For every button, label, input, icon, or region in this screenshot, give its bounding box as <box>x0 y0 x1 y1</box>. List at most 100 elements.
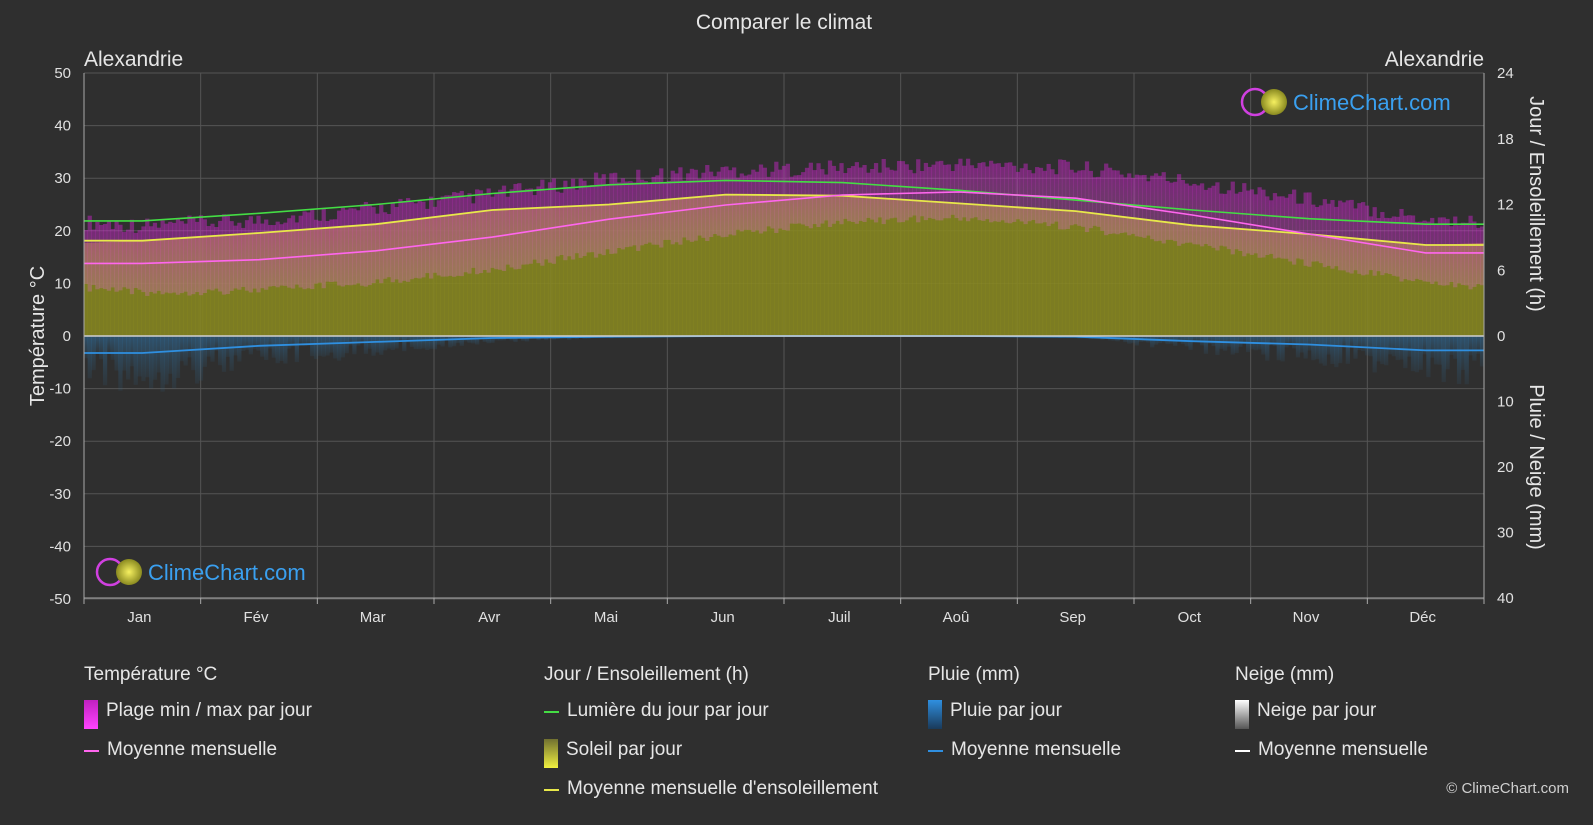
temp-range-bar <box>854 162 859 224</box>
temp-range-bar <box>405 198 411 282</box>
sunshine-bar <box>670 199 675 336</box>
y-tick-left: -20 <box>49 433 71 450</box>
sunshine-bar <box>1456 243 1462 336</box>
rain-bar <box>175 336 181 378</box>
watermark-text: ClimeChart.com <box>1293 90 1451 115</box>
sunshine-mean-line <box>84 193 1484 246</box>
rain-bar <box>452 336 457 347</box>
temp-range-bar <box>524 188 530 265</box>
sunshine-bar <box>1403 242 1408 336</box>
rain-bar <box>429 336 434 349</box>
temp-range-bar <box>578 178 583 258</box>
sunshine-bar <box>1054 209 1059 336</box>
sunshine-bar <box>1384 241 1389 336</box>
rain-bar <box>241 336 246 351</box>
legend-group-temperature: Température °C Plage min / max par jour … <box>84 664 312 778</box>
sunshine-bar <box>881 198 886 336</box>
rain-bar <box>141 336 146 382</box>
sunshine-bar <box>989 205 994 336</box>
temp-range-bar <box>670 170 675 245</box>
sunshine-bar <box>1207 226 1212 336</box>
sunshine-bar <box>743 194 748 336</box>
sunshine-bar <box>693 197 698 336</box>
sunshine-bar <box>1476 243 1481 336</box>
temp-range-bar <box>1391 216 1396 276</box>
sunshine-bar <box>724 194 729 336</box>
temp-range-bar <box>996 163 1001 222</box>
temp-range-bar <box>359 204 365 286</box>
rain-bar <box>302 336 307 347</box>
sunshine-bar <box>1303 233 1308 336</box>
temp-range-bar <box>628 181 633 247</box>
temp-range-bar <box>954 164 959 219</box>
temp-range-bar <box>697 178 702 236</box>
sunshine-bar <box>774 195 779 336</box>
sunshine-bar <box>528 208 533 336</box>
rain-bar <box>95 336 100 354</box>
temp-range-bar <box>1476 227 1481 285</box>
rain-bar <box>218 336 223 366</box>
temp-range-bar <box>551 178 556 264</box>
rain-bar <box>152 336 158 380</box>
temp-range-bar <box>198 215 204 296</box>
temp-range-bar <box>237 222 242 290</box>
temp-range-bar <box>448 195 453 276</box>
sunshine-bar <box>551 207 556 336</box>
temp-range-bar <box>421 201 426 278</box>
temp-range-bar <box>375 213 380 280</box>
temp-range-bar <box>1445 218 1450 286</box>
rain-bar <box>1272 336 1278 347</box>
temp-range-bar <box>206 226 211 290</box>
temp-range-bar <box>172 222 177 293</box>
temp-range-bar <box>494 192 499 270</box>
temp-range-bar <box>1410 215 1416 282</box>
sunshine-bar <box>1376 240 1381 336</box>
temp-range-bar <box>636 169 641 251</box>
legend-label: Pluie par jour <box>950 700 1062 721</box>
rain-bar <box>1338 336 1343 364</box>
rain-bar <box>1391 336 1396 357</box>
sunshine-bar <box>682 198 687 336</box>
temp-range-bar <box>1326 203 1331 266</box>
rain-bar <box>352 336 357 355</box>
temp-range-swatch <box>84 700 98 729</box>
rain-bar <box>1127 336 1132 344</box>
temp-range-bar <box>429 196 434 279</box>
sunshine-bar <box>747 194 752 336</box>
sunshine-bar <box>958 203 963 336</box>
sunshine-bar <box>1414 244 1419 336</box>
sunshine-bar <box>567 206 572 336</box>
sunshine-bar <box>1031 208 1036 336</box>
x-tick-label: Mar <box>360 609 386 626</box>
sunshine-bar <box>1318 235 1324 336</box>
axes: 50 40 30 20 10 0 -10 -20 -30 -40 -50 24 18 12 6 0 10 20 30… <box>49 65 1513 626</box>
sunshine-bar <box>1338 236 1343 336</box>
temp-range-bar <box>1276 196 1281 258</box>
temp-range-bar <box>425 208 430 274</box>
rain-bar <box>402 336 407 352</box>
temp-range-bar <box>559 192 564 255</box>
sunshine-bar <box>478 211 484 336</box>
legend-label: Lumière du jour par jour <box>567 700 769 721</box>
sunshine-bar <box>616 203 622 336</box>
temp-range-bar <box>509 189 514 268</box>
sunshine-bar <box>712 195 718 336</box>
y-tick-left: 30 <box>54 170 71 187</box>
temp-range-bar <box>1292 189 1297 265</box>
sunshine-bar <box>870 197 875 336</box>
temp-range-bar <box>567 186 572 257</box>
rain-bar <box>252 336 257 350</box>
temp-range-bar <box>1299 203 1304 260</box>
temp-range-bar <box>1173 181 1178 242</box>
sunshine-bar <box>1292 232 1297 336</box>
rain-bar <box>1357 336 1362 351</box>
sunshine-bar <box>655 200 660 336</box>
temp-range-bar <box>950 170 955 215</box>
sunshine-bar <box>593 205 599 336</box>
temp-range-bar <box>452 192 457 277</box>
temp-range-bar <box>471 203 476 268</box>
legend-label: Moyenne mensuelle <box>1258 739 1429 760</box>
x-tick-label: Jun <box>711 609 735 626</box>
sunshine-bar <box>647 201 652 336</box>
sunshine-bar <box>858 196 863 336</box>
